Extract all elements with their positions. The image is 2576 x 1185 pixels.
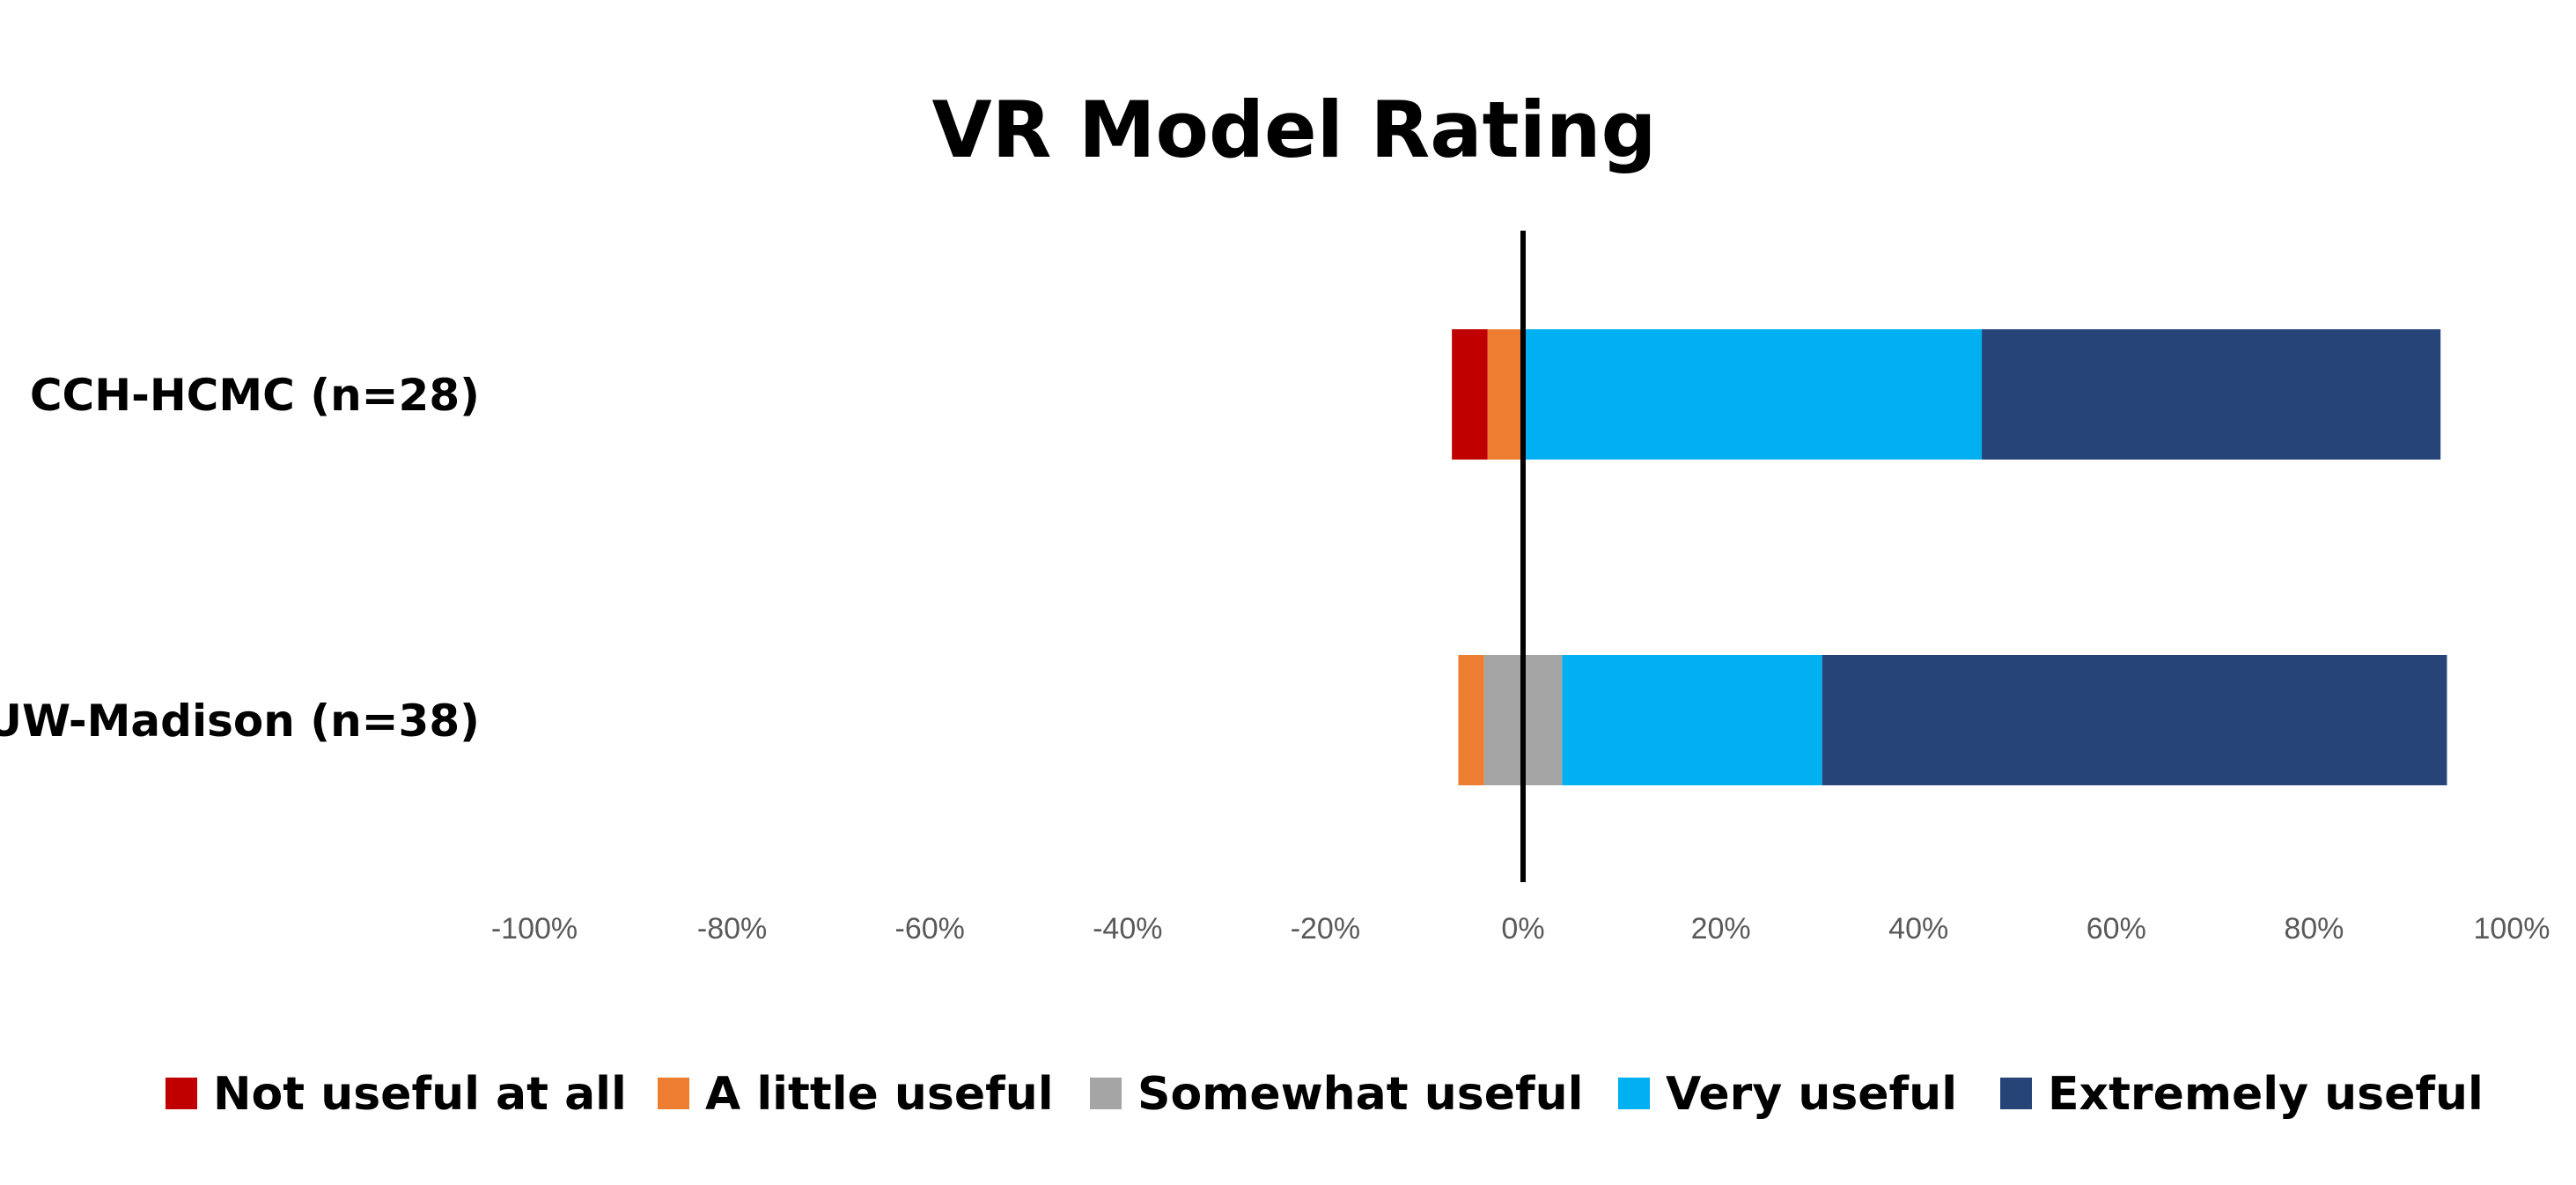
legend-label-extremely-useful: Extremely useful [2048,1068,2484,1121]
legend-label-somewhat-useful: Somewhat useful [1137,1068,1583,1121]
bars-group [1452,329,2447,785]
x-tick-label: 60% [2087,912,2146,946]
legend-label-very-useful: Very useful [1666,1068,1957,1121]
chart-title: VR Model Rating [931,85,1656,175]
x-tick-label: -80% [697,912,767,946]
x-tick-label: 20% [1691,912,1751,946]
legend-swatch-not-useful-at-all [166,1078,197,1109]
category-label: UW-Madison (n=38) [0,696,480,747]
x-tick-label: -20% [1291,912,1360,946]
bar-uw-madison-n-38-very-useful [1562,655,1822,785]
bar-uw-madison-n-38-extremely-useful [1822,655,2447,785]
x-tick-label: 100% [2474,912,2550,946]
bar-cch-hcmc-n-28-a-little-useful [1487,329,1523,460]
x-tick-label: -60% [895,912,965,946]
legend-label-a-little-useful: A little useful [705,1068,1054,1121]
bar-cch-hcmc-n-28-not-useful-at-all [1452,329,1488,460]
x-tick-label: -40% [1093,912,1162,946]
x-tick-label: 80% [2284,912,2344,946]
category-labels: CCH-HCMC (n=28) UW-Madison (n=38) [0,370,480,747]
legend-swatch-very-useful [1618,1078,1650,1109]
x-tick-label: -100% [491,912,578,946]
category-label: CCH-HCMC (n=28) [30,370,480,421]
x-axis-tick-labels: -100% -80% -60% -40% -20% 0% 20% 40% 60% 80% 100% [491,912,2550,946]
x-tick-label: 0% [1501,912,1544,946]
bar-cch-hcmc-n-28-extremely-useful [1982,329,2441,460]
legend: Not useful at all A little useful Somewhat… [166,1068,2484,1121]
legend-swatch-extremely-useful [2000,1078,2032,1109]
x-tick-label: 40% [1888,912,1948,946]
bar-uw-madison-n-38-a-little-useful [1458,655,1484,785]
legend-label-not-useful-at-all: Not useful at all [213,1068,627,1121]
bar-cch-hcmc-n-28-very-useful [1523,329,1983,460]
legend-swatch-a-little-useful [658,1078,689,1109]
legend-swatch-somewhat-useful [1090,1078,1122,1109]
